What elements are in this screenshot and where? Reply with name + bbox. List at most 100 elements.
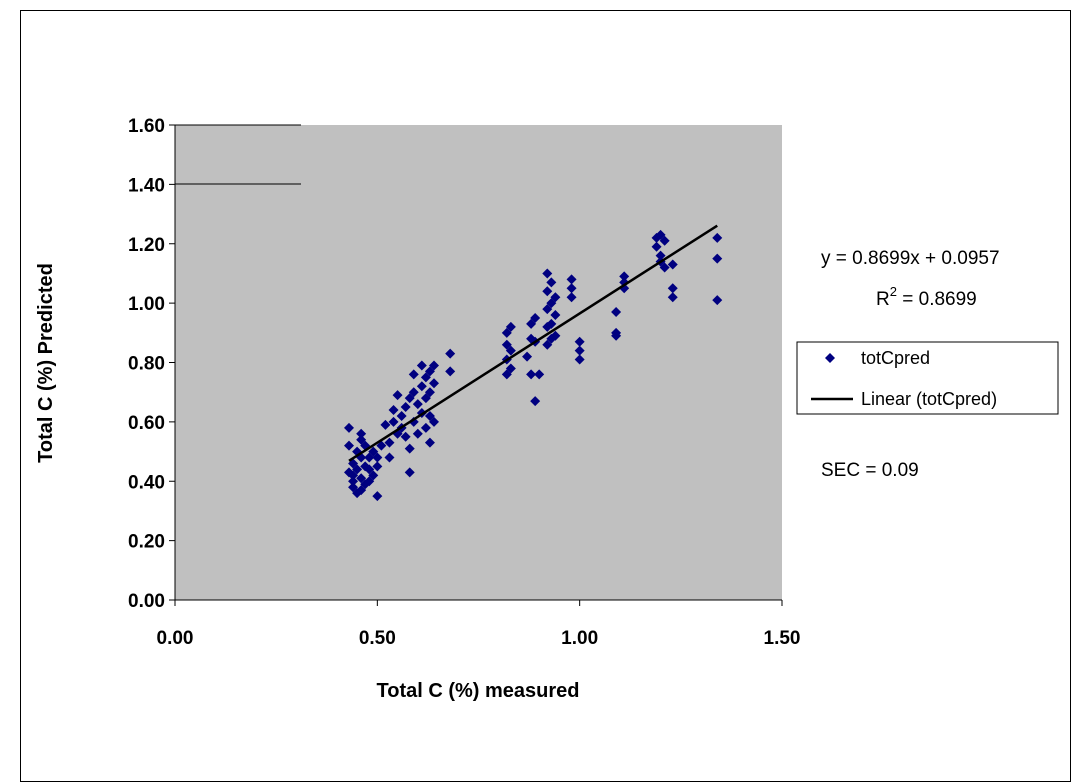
- data-point: [445, 366, 456, 377]
- r2-exp: 2: [890, 284, 897, 299]
- data-point: [574, 354, 585, 365]
- data-point: [420, 422, 431, 433]
- legend-label-trend: Linear (totCpred): [861, 389, 997, 409]
- y-tick-label: 0.60: [128, 413, 165, 434]
- data-point: [655, 250, 666, 261]
- data-point: [667, 292, 678, 303]
- legend-diamond-icon: [825, 353, 835, 363]
- x-axis-title: Total C (%) measured: [377, 680, 580, 702]
- data-point: [404, 467, 415, 478]
- data-point: [384, 452, 395, 463]
- data-point: [505, 345, 516, 356]
- data-point: [388, 416, 399, 427]
- x-tick-label: 1.00: [561, 628, 598, 649]
- sec-label: SEC = 0.09: [821, 460, 919, 481]
- legend-box: [796, 341, 1059, 415]
- data-point: [574, 336, 585, 347]
- data-point: [667, 259, 678, 270]
- data-points: [344, 229, 723, 502]
- r2-value: = 0.8699: [897, 289, 977, 310]
- y-axis-title: Total C (%) Predicted: [35, 263, 57, 463]
- data-point: [505, 363, 516, 374]
- data-point: [534, 369, 545, 380]
- r2-label: R: [876, 289, 890, 310]
- x-tick-label: 0.50: [359, 628, 396, 649]
- data-point: [659, 262, 670, 273]
- data-point: [424, 437, 435, 448]
- data-point: [550, 310, 561, 320]
- data-point: [428, 416, 439, 427]
- trendline-path: [348, 224, 718, 462]
- y-tick-label: 0.20: [128, 532, 165, 553]
- x-tick-label: 1.50: [764, 628, 801, 649]
- plot-area: [175, 125, 782, 600]
- data-point: [546, 277, 557, 288]
- data-point: [530, 312, 541, 323]
- data-point: [712, 253, 723, 264]
- trendline: [348, 224, 718, 462]
- y-tick-label: 0.80: [128, 354, 165, 375]
- data-point: [344, 422, 355, 433]
- data-point: [542, 268, 553, 279]
- y-tick-label: 1.00: [128, 294, 165, 315]
- data-point: [372, 461, 383, 472]
- data-point: [384, 437, 395, 448]
- trend-equation: y = 0.8699x + 0.0957: [821, 248, 1000, 269]
- data-point: [344, 440, 355, 451]
- x-tick-label: 0.00: [157, 628, 194, 649]
- data-point: [550, 292, 561, 303]
- data-point: [566, 283, 577, 294]
- y-tick-label: 1.40: [128, 175, 165, 196]
- data-point: [408, 416, 419, 427]
- data-point: [574, 345, 585, 356]
- data-point: [388, 405, 399, 415]
- data-point: [352, 464, 363, 475]
- data-point: [712, 232, 723, 243]
- axes: 0.00 0.20 0.40 0.60 0.80 1.00 1.20 1.40 1.60 0.00…: [128, 116, 800, 649]
- data-point: [392, 390, 403, 401]
- data-point: [550, 330, 561, 341]
- data-point: [412, 399, 423, 410]
- data-point: [542, 286, 553, 297]
- data-point: [416, 381, 427, 392]
- data-point: [611, 330, 622, 341]
- data-point: [505, 321, 516, 332]
- data-point: [368, 470, 379, 481]
- data-point: [712, 295, 723, 306]
- data-point: [667, 283, 678, 294]
- data-point: [526, 318, 537, 329]
- y-tick-label: 0.00: [128, 591, 165, 612]
- data-point: [546, 318, 557, 329]
- data-point: [400, 402, 411, 413]
- r-squared: R2 = 0.8699: [876, 284, 977, 310]
- data-point: [404, 443, 415, 454]
- data-point: [611, 307, 622, 318]
- data-point: [372, 452, 383, 463]
- data-point: [659, 235, 670, 246]
- data-point: [526, 369, 537, 380]
- data-point: [522, 351, 533, 362]
- y-tick-label: 0.40: [128, 472, 165, 493]
- data-point: [428, 360, 439, 371]
- data-point: [424, 387, 435, 398]
- data-point: [566, 274, 577, 285]
- data-point: [651, 241, 662, 252]
- data-point: [396, 410, 407, 421]
- data-point: [412, 428, 423, 439]
- data-point: [530, 396, 541, 407]
- data-point: [348, 476, 359, 487]
- scatter-chart: 0.00 0.20 0.40 0.60 0.80 1.00 1.20 1.40 1.60 0.00…: [35, 116, 1059, 702]
- data-point: [372, 491, 383, 502]
- chart-frame: 0.00 0.20 0.40 0.60 0.80 1.00 1.20 1.40 1.60 0.00…: [20, 10, 1071, 782]
- y-tick-label: 1.20: [128, 235, 165, 256]
- data-point: [526, 333, 537, 344]
- data-point: [380, 419, 391, 430]
- y-tick-label: 1.60: [128, 116, 165, 137]
- legend: totCpred Linear (totCpred): [796, 341, 1059, 415]
- data-point: [619, 271, 630, 282]
- data-point: [445, 348, 456, 359]
- data-point: [566, 292, 577, 303]
- data-point: [428, 378, 439, 389]
- data-point: [408, 369, 419, 380]
- legend-label-scatter: totCpred: [861, 348, 930, 368]
